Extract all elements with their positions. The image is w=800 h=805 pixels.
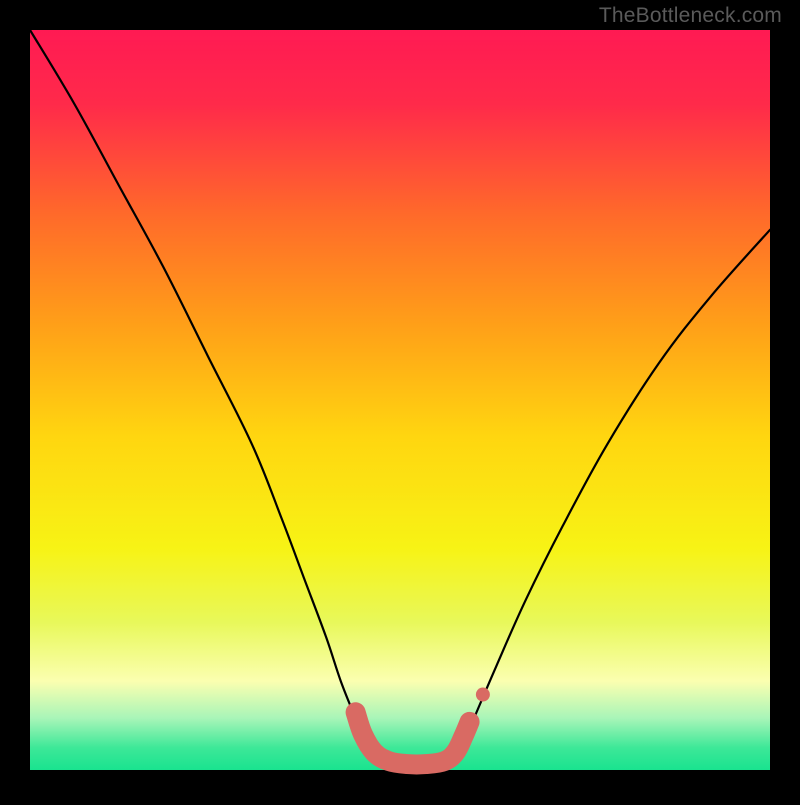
- highlight-end-dot: [476, 688, 490, 702]
- chart-svg: [0, 0, 800, 800]
- bottleneck-chart: [0, 0, 800, 800]
- watermark-text: TheBottleneck.com: [599, 4, 782, 28]
- plot-background: [30, 30, 770, 770]
